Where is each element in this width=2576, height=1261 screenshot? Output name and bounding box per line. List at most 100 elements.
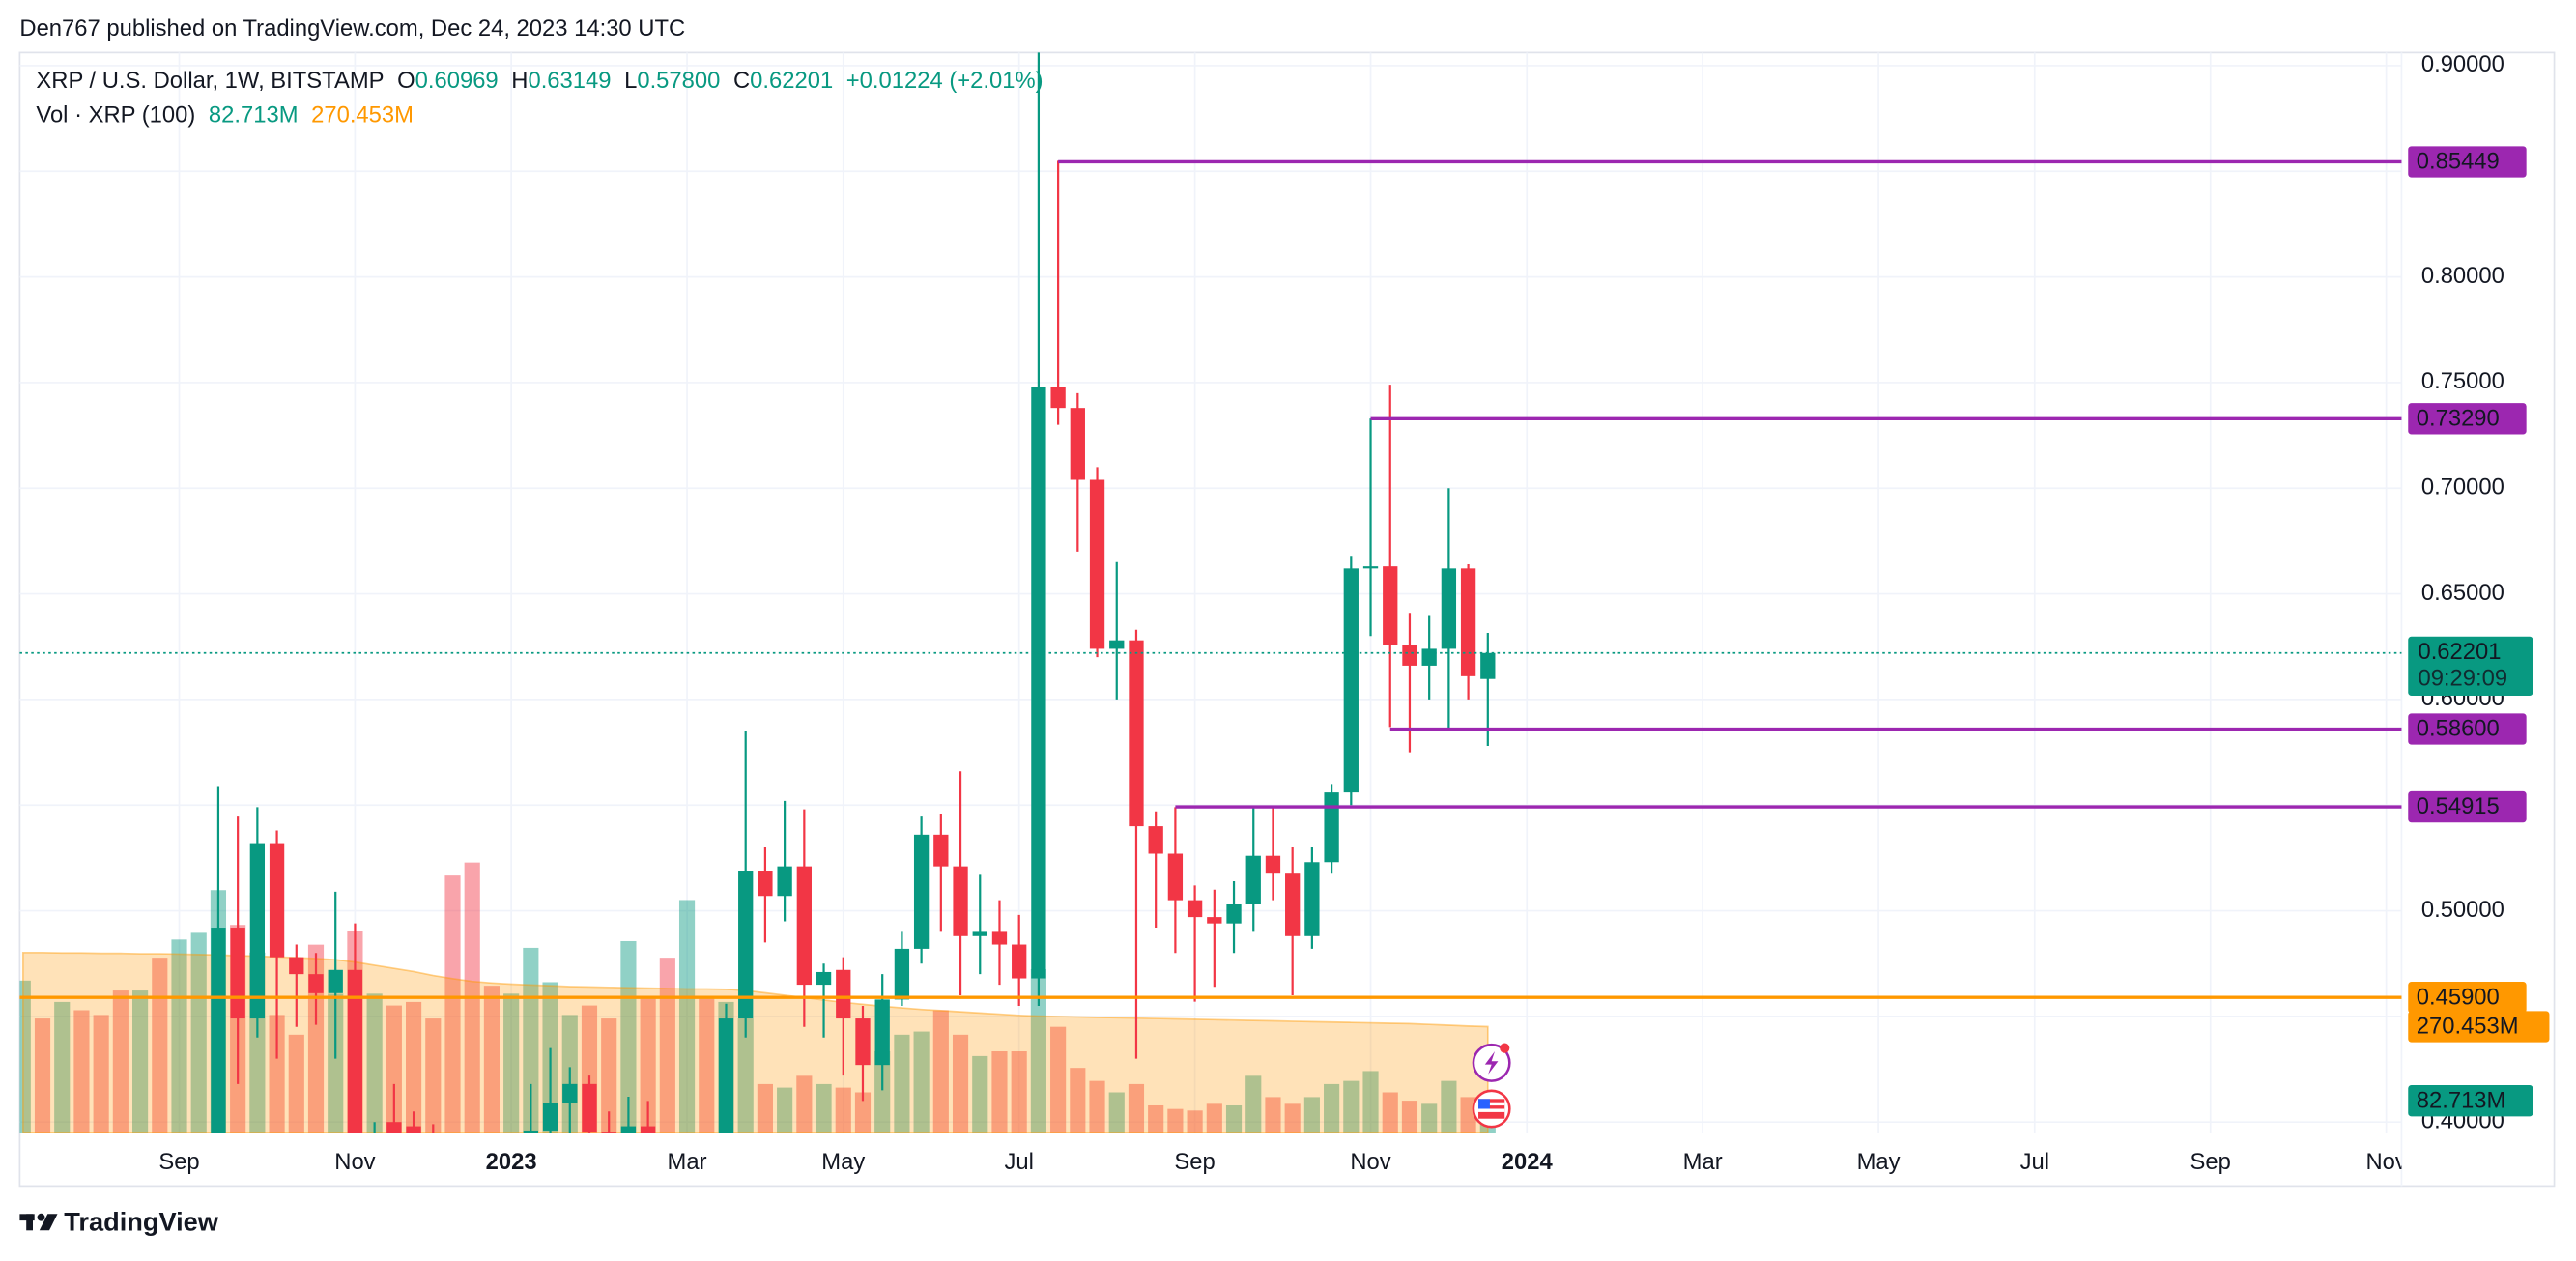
volume-bar (1401, 1101, 1418, 1134)
volume-bar (640, 998, 656, 1134)
level-box (2408, 982, 2527, 1014)
candle-body (1304, 862, 1320, 936)
icon-flag-stripe (1478, 1108, 1505, 1112)
x-tick-label: Sep (158, 1149, 199, 1175)
volume-box (2408, 1085, 2533, 1117)
volume-bar (1167, 1108, 1184, 1134)
candle-body (289, 957, 304, 975)
x-tick-label: Mar (668, 1149, 707, 1175)
candle-body (1031, 387, 1046, 979)
candle-body (718, 1018, 734, 1134)
legend-key: L (624, 68, 637, 94)
candle-body (1187, 900, 1203, 918)
legend-key: O (397, 68, 415, 94)
legend-symbol: XRP / U.S. Dollar, 1W, BITSTAMP (36, 68, 384, 94)
candle-body (601, 1132, 616, 1134)
candle-body (933, 834, 949, 867)
volume-bar (699, 998, 715, 1134)
volume-bar (601, 1018, 617, 1134)
level-label: 0.85449 (2417, 149, 2500, 175)
volume-bar (620, 940, 637, 1134)
volume-bar (386, 1005, 402, 1134)
volume-bar (1284, 1103, 1301, 1134)
x-tick-label: Sep (2190, 1149, 2231, 1175)
candle-body (1167, 853, 1184, 901)
volume-bar (991, 1050, 1008, 1134)
volume-bar (1206, 1103, 1222, 1134)
icon-flag-stripe (1478, 1102, 1505, 1106)
candle-body (386, 1122, 402, 1134)
volume-bar (503, 993, 520, 1134)
volume-bar (952, 1034, 969, 1134)
y-tick-label: 0.75000 (2421, 368, 2504, 394)
volume-bar (444, 875, 461, 1134)
x-tick-label: May (821, 1149, 865, 1175)
volume-ma-label: 270.453M (2417, 1014, 2519, 1040)
last-price-box (2408, 636, 2533, 696)
candle-body (1207, 917, 1222, 924)
candle-body (1343, 568, 1359, 793)
icon-lightning-glyph (1484, 1051, 1499, 1075)
x-tick-label: Nov (1350, 1149, 1390, 1175)
candle-body (1012, 944, 1027, 979)
candle-body (1226, 903, 1242, 924)
x-tick-label: Jul (2020, 1149, 2049, 1175)
volume-bar (659, 958, 675, 1134)
candle-body (523, 1130, 539, 1134)
legend-change: +0.01224 (+2.01%) (846, 68, 1044, 94)
candle-body (1245, 855, 1261, 904)
volume-bar (1225, 1104, 1243, 1134)
volume-bar (425, 1018, 442, 1134)
x-tick-label: Nov (334, 1149, 375, 1175)
candle-body (1089, 479, 1105, 649)
volume-bar (972, 1055, 988, 1134)
level-box (2408, 403, 2527, 435)
candle-body (1324, 792, 1339, 863)
volume-bar (913, 1031, 930, 1134)
volume-bar (1343, 1080, 1360, 1134)
candle-body (620, 1126, 637, 1134)
volume-pane (19, 862, 1496, 1134)
legend-main: XRP / U.S. Dollar, 1W, BITSTAMP O0.60969 H… (36, 68, 1043, 94)
volume-bar (1421, 1103, 1438, 1134)
legend-volume-ma: 270.453M (311, 102, 414, 129)
volume-bar (34, 1018, 51, 1134)
volume-bar (757, 1083, 773, 1134)
icon-dot (1500, 1043, 1510, 1053)
volume-bar (1460, 1097, 1476, 1134)
volume-ma-box (2408, 1011, 2550, 1043)
volume-bar (874, 1050, 891, 1134)
volume-bar (132, 990, 149, 1134)
volume-bar (1362, 1071, 1379, 1134)
legend-value: 0.57800 (637, 68, 720, 94)
volume-bar (1089, 1080, 1105, 1134)
logo-part (37, 1213, 45, 1221)
x-tick-label: Mar (1683, 1149, 1723, 1175)
volume-bar (73, 1010, 90, 1134)
level-box (2408, 790, 2527, 823)
volume-bar (366, 993, 383, 1134)
y-tick-label: 0.50000 (2421, 897, 2504, 923)
candle-body (640, 1126, 656, 1134)
candle-body (1441, 568, 1457, 649)
volume-bar (1324, 1083, 1340, 1134)
candle-body (308, 974, 324, 993)
volume-bar (1108, 1092, 1125, 1134)
legend-volume: 82.713M (209, 102, 299, 129)
legend-value: 0.60969 (415, 68, 499, 94)
volume-bar (405, 1001, 422, 1134)
x-tick-label: May (1857, 1149, 1901, 1175)
candle-body (1070, 408, 1085, 480)
volume-bar (54, 1001, 71, 1134)
y-tick-label: 0.80000 (2421, 263, 2504, 289)
candle-body (1460, 568, 1476, 676)
candle-body (1402, 645, 1417, 666)
icon-flag-canton (1478, 1099, 1490, 1109)
volume-bar (932, 1010, 949, 1134)
x-tick-label: Jul (1004, 1149, 1033, 1175)
volume-bar (816, 1083, 832, 1134)
y-tick-label: 0.70000 (2421, 474, 2504, 501)
volume-bar (1070, 1068, 1086, 1134)
candle-body (1265, 855, 1281, 874)
volume-bar (1128, 1083, 1145, 1134)
